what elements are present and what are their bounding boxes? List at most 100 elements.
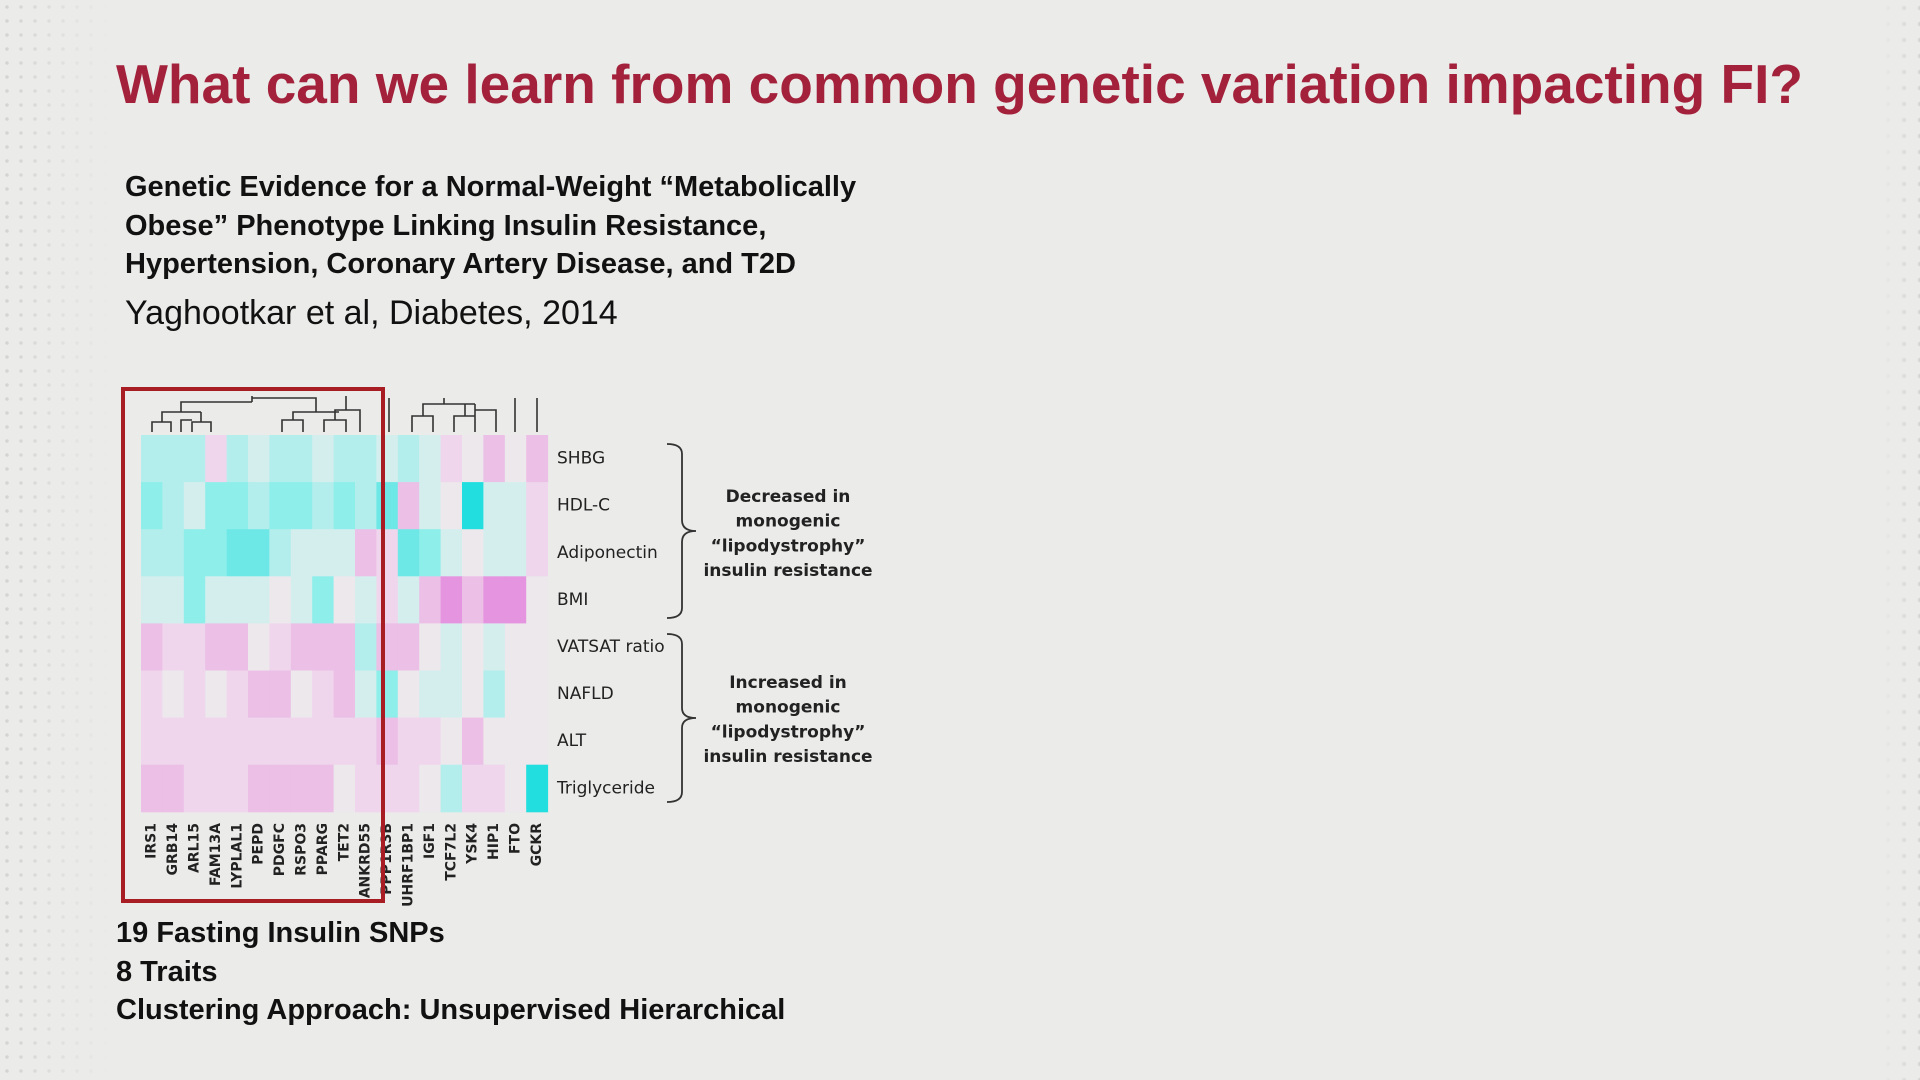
- heatmap-cell: [355, 764, 377, 813]
- group-label: “lipodystrophy”: [711, 722, 866, 742]
- row-label: Adiponectin: [557, 543, 658, 563]
- reference: Genetic Evidence for a Normal-Weight “Me…: [125, 168, 856, 333]
- group-label: Increased in: [729, 673, 847, 693]
- heatmap-cell: [290, 670, 313, 719]
- heatmap-cell: [333, 435, 356, 483]
- column-label: TET2: [336, 823, 352, 861]
- heatmap-cell: [312, 576, 335, 624]
- column-label: TCF7L2: [443, 823, 459, 881]
- heatmap-cell: [312, 482, 335, 530]
- heatmap-cell: [205, 717, 228, 766]
- column-label: IGF1: [422, 823, 438, 859]
- heatmap-cell: [419, 435, 442, 483]
- heatmap-cell: [526, 435, 549, 483]
- heatmap-cell: [355, 717, 377, 766]
- heatmap-cell: [333, 717, 356, 766]
- heatmap-cell: [526, 623, 549, 671]
- heatmap-cell: [462, 764, 484, 813]
- heatmap-cell: [440, 623, 463, 671]
- heatmap-cell: [162, 670, 185, 719]
- column-label: FAM13A: [208, 823, 224, 886]
- note: Clustering Approach: Unsupervised Hierar…: [116, 994, 786, 1026]
- heatmap-cell: [141, 623, 163, 671]
- heatmap-cell: [290, 576, 313, 624]
- heatmap-cell: [526, 529, 549, 577]
- heatmap-cell: [269, 717, 292, 766]
- column-label: PEPD: [251, 823, 267, 865]
- heatmap-cell: [483, 764, 506, 813]
- heatmap-cell: [419, 764, 442, 813]
- heatmap-cell: [504, 717, 527, 766]
- heatmap-cell: [162, 482, 185, 530]
- heatmap-cell: [226, 529, 249, 577]
- heatmap-cell: [183, 670, 206, 719]
- heatmap-cell: [269, 670, 292, 719]
- heatmap-cell: [355, 482, 377, 530]
- heatmap-cell: [355, 576, 377, 624]
- reference-title-line: Obese” Phenotype Linking Insulin Resista…: [125, 209, 767, 242]
- heatmap-cell: [376, 717, 399, 766]
- heatmap-cell: [376, 670, 399, 719]
- heatmap-cell: [183, 717, 206, 766]
- heatmap-cell: [397, 623, 420, 671]
- column-label: RSPO3: [294, 823, 310, 876]
- heatmap-cell: [312, 529, 335, 577]
- note: 19 Fasting Insulin SNPs: [116, 917, 445, 949]
- column-label: FTO: [508, 823, 524, 854]
- heatmap-cell: [376, 435, 399, 483]
- heatmap-cell: [355, 670, 377, 719]
- heatmap-cell: [226, 576, 249, 624]
- heatmap-cell: [419, 576, 442, 624]
- heatmap-cell: [162, 717, 185, 766]
- heatmap-cell: [483, 670, 506, 719]
- heatmap-cell: [248, 529, 270, 577]
- heatmap-cell: [205, 576, 228, 624]
- heatmap-cell: [290, 764, 313, 813]
- heatmap-cell: [248, 576, 270, 624]
- heatmap-cell: [226, 435, 249, 483]
- heatmap-cell: [141, 435, 163, 483]
- heatmap-cell: [440, 670, 463, 719]
- heatmap-cell: [162, 576, 185, 624]
- column-label: LYPLAL1: [229, 823, 245, 889]
- heatmap-cell: [526, 482, 549, 530]
- heatmap-cell: [462, 529, 484, 577]
- heatmap-cell: [376, 576, 399, 624]
- heatmap-cell: [312, 670, 335, 719]
- heatmap-cell: [226, 717, 249, 766]
- heatmap-cell: [462, 482, 484, 530]
- citation: Yaghootkar et al, Diabetes, 2014: [125, 293, 618, 332]
- heatmap-cell: [333, 670, 356, 719]
- heatmap-cell: [333, 529, 356, 577]
- heatmap-cell: [504, 623, 527, 671]
- notes: 19 Fasting Insulin SNPs 8 Traits Clusterin…: [116, 914, 785, 1030]
- heatmap-cell: [440, 482, 463, 530]
- heatmap-cell: [269, 435, 292, 483]
- heatmap-cell: [269, 764, 292, 813]
- heatmap-cell: [312, 717, 335, 766]
- heatmap-cell: [397, 529, 420, 577]
- row-label: VATSAT ratio: [557, 637, 665, 657]
- heatmap-cell: [333, 482, 356, 530]
- row-label: HDL-C: [557, 496, 610, 516]
- heatmap-cell: [183, 482, 206, 530]
- heatmap-cell: [355, 623, 377, 671]
- heatmap-cell: [504, 670, 527, 719]
- heatmap-cell: [483, 576, 506, 624]
- column-label: HIP1: [486, 823, 502, 860]
- heatmap-cell: [290, 623, 313, 671]
- column-label: YSK4: [465, 823, 481, 865]
- heatmap-cell: [333, 576, 356, 624]
- heatmap-cell: [290, 482, 313, 530]
- heatmap-cell: [483, 435, 506, 483]
- heatmap-cell: [333, 623, 356, 671]
- heatmap-cell: [248, 482, 270, 530]
- heatmap-cell: [162, 764, 185, 813]
- heatmap-cell: [226, 670, 249, 719]
- heatmap-cell: [462, 623, 484, 671]
- heatmap-cell: [462, 670, 484, 719]
- group-label: monogenic: [736, 512, 841, 532]
- row-label: BMI: [557, 590, 588, 610]
- heatmap-cell: [504, 576, 527, 624]
